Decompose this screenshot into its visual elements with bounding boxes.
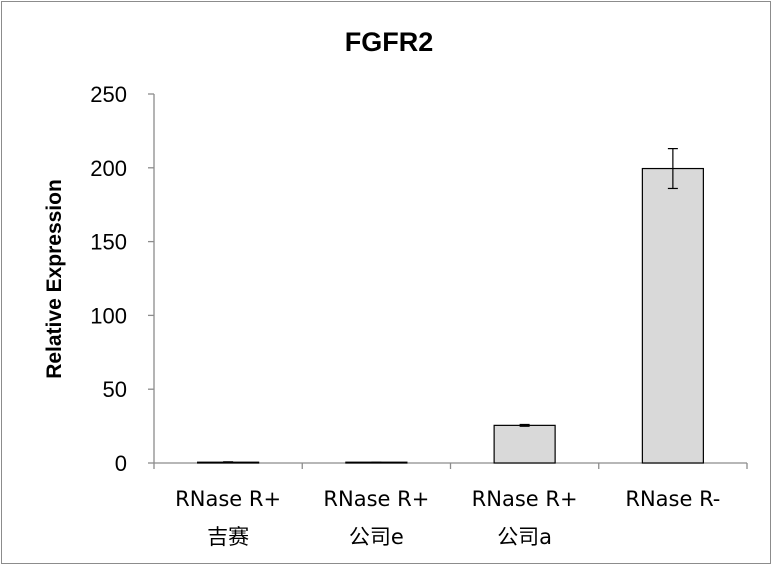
x-tick-labels: RNase R+ 吉赛 RNase R+ 公司e RNase R+ 公司a RNase R- <box>175 487 720 549</box>
y-tick-label: 250 <box>90 82 127 107</box>
x-tick-label: RNase R- <box>625 487 720 511</box>
y-tick-labels: 0 50 100 150 200 250 <box>90 82 127 476</box>
x-tick-label-line2: 公司a <box>497 525 552 549</box>
x-tick-label: RNase R+ <box>472 487 578 511</box>
y-tick-label: 150 <box>90 230 127 255</box>
x-tick-label-line2: 公司e <box>349 525 404 549</box>
y-tick-label: 200 <box>90 156 127 181</box>
y-tick-label: 50 <box>103 377 127 402</box>
x-tick-label: RNase R+ <box>323 487 429 511</box>
chart-title: FGFR2 <box>345 27 434 57</box>
bar <box>493 424 556 464</box>
y-tick-label: 0 <box>115 451 127 476</box>
bars <box>197 167 704 464</box>
x-tick-label-line2: 吉赛 <box>207 525 249 549</box>
x-tick-label: RNase R+ <box>175 487 281 511</box>
error-bars <box>223 148 678 464</box>
bar <box>641 167 704 464</box>
y-axis-label: Relative Expression <box>43 179 66 379</box>
y-tick-label: 100 <box>90 303 127 328</box>
